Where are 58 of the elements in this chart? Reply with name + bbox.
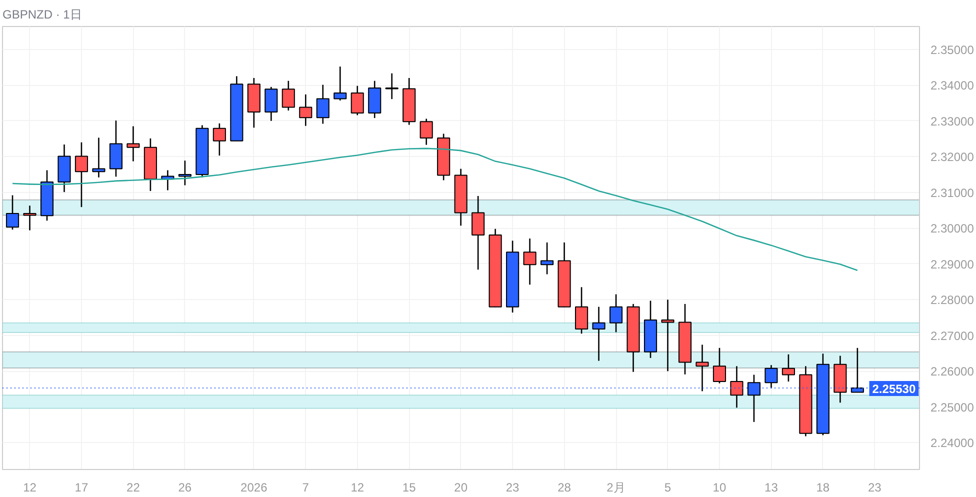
x-tick-label: 15 xyxy=(402,480,416,494)
x-tick-label: 20 xyxy=(454,480,468,494)
candlestick xyxy=(523,238,536,286)
y-tick-label: 2.27000 xyxy=(930,328,974,343)
candlestick xyxy=(6,194,20,230)
candlestick xyxy=(212,122,226,156)
y-tick-label: 2.34000 xyxy=(930,78,974,93)
y-tick-label: 2.28000 xyxy=(930,293,974,308)
x-tick-label: 10 xyxy=(712,480,726,494)
candlestick xyxy=(92,137,106,178)
x-tick-label: 12 xyxy=(23,480,37,494)
candlestick xyxy=(385,72,398,100)
candlestick xyxy=(74,142,88,208)
candlestick xyxy=(782,354,795,382)
y-tick-label: 2.24000 xyxy=(930,436,974,450)
x-tick-label: 2月 xyxy=(606,480,626,494)
y-tick-label: 2.32000 xyxy=(930,150,974,164)
x-tick-label: 12 xyxy=(350,480,364,494)
candlestick xyxy=(540,242,554,275)
ref-line-label: 2.25530 xyxy=(872,382,916,396)
x-tick-label: 26 xyxy=(178,480,192,494)
candlestick xyxy=(420,118,433,146)
candlestick xyxy=(282,80,295,112)
candlestick xyxy=(178,160,192,186)
candlestick xyxy=(264,86,278,122)
y-tick-label: 2.31000 xyxy=(930,186,974,200)
candlestick xyxy=(334,66,347,102)
candlestick xyxy=(712,347,726,384)
y-tick-label: 2.29000 xyxy=(930,257,974,272)
y-tick-label: 2.35000 xyxy=(930,42,974,57)
candlestick xyxy=(696,344,709,392)
x-tick-label: 5 xyxy=(664,480,672,494)
x-tick-label: 28 xyxy=(558,480,572,494)
chart-title: GBPNZD · 1日 xyxy=(2,8,82,22)
y-tick-label: 2.30000 xyxy=(930,222,974,236)
y-tick-label: 2.33000 xyxy=(930,114,974,128)
x-tick-label: 23 xyxy=(868,480,882,494)
candlestick xyxy=(299,94,312,127)
candlestick xyxy=(609,294,623,333)
line-series xyxy=(12,148,858,271)
x-tick-label: 2026 xyxy=(240,480,268,494)
x-tick-label: 13 xyxy=(764,480,778,494)
x-tick-label: 7 xyxy=(302,480,310,494)
candlestick xyxy=(574,286,588,334)
candlestick xyxy=(23,204,36,231)
candlestick xyxy=(730,366,744,408)
x-tick-label: 17 xyxy=(74,480,88,494)
candlestick xyxy=(126,126,140,162)
candlestick xyxy=(350,85,364,116)
y-tick-label: 2.26000 xyxy=(930,364,974,379)
candlestick xyxy=(661,299,674,372)
x-tick-label: 23 xyxy=(506,480,520,494)
x-tick-label: 18 xyxy=(816,480,830,494)
candlestick xyxy=(592,306,606,362)
y-tick-label: 2.25000 xyxy=(930,400,974,414)
candlestick xyxy=(472,195,485,270)
x-tick-label: 22 xyxy=(126,480,140,494)
candlestick xyxy=(316,84,330,124)
